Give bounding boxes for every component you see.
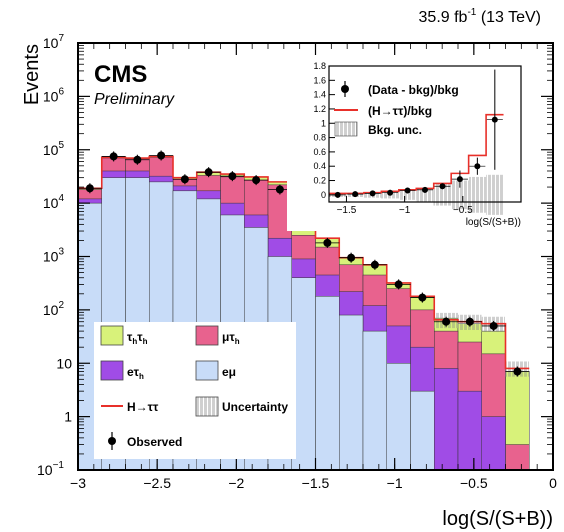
- y-tick-label-8: 107: [43, 33, 65, 51]
- observed-point-6: [228, 172, 236, 180]
- observed-point-5: [205, 168, 213, 176]
- preliminary-label: Preliminary: [94, 91, 175, 108]
- inset-legend-swatch-unc: [335, 122, 357, 136]
- inset-point-1: [352, 191, 358, 197]
- bar-emu-14: [411, 391, 435, 470]
- y-tick-label-5: 104: [43, 193, 65, 211]
- inset-point-3: [387, 190, 393, 196]
- legend-swatch-emu: [196, 361, 218, 380]
- inset-legend-label-sig: (H→ττ)/bkg: [368, 104, 432, 118]
- legend-swatch-uncertainty: [196, 397, 218, 416]
- observed-point-7: [252, 176, 260, 184]
- observed-point-8: [276, 185, 284, 193]
- legend-marker-observed: [108, 437, 116, 445]
- x-tick-label-1: −2.5: [143, 475, 171, 491]
- x-tick-label-4: −1: [387, 475, 403, 491]
- legend-box: [94, 322, 296, 459]
- inset-plot: −1.5 −1 −0.5 0 0.2 0.4 0.6 0.8 1 1.2 1.4 1.6 1.8 log…: [287, 59, 527, 231]
- inset-y-tick-label-6: 1.2: [313, 104, 326, 114]
- bar-emu-10: [316, 296, 340, 470]
- inset-y-tick-label-3: 0.6: [313, 147, 326, 157]
- observed-point-2: [133, 156, 141, 164]
- observed-point-18: [513, 368, 521, 376]
- x-tick-label-2: −2: [228, 475, 244, 491]
- x-tick-label-5: −0.5: [460, 475, 488, 491]
- observed-point-17: [490, 322, 498, 330]
- inset-point-7: [457, 176, 463, 182]
- legend: τhτh μτh eτh eμ H→ττ Uncertainty Observe…: [94, 322, 296, 459]
- inset-legend-label-unc: Bkg. unc.: [368, 123, 422, 137]
- inset-y-tick-label-4: 0.8: [313, 133, 326, 143]
- bar-emu-13: [387, 363, 411, 470]
- cms-label: CMS: [94, 61, 147, 88]
- observed-point-3: [157, 152, 165, 160]
- observed-point-16: [466, 318, 474, 326]
- inset-point-0: [335, 192, 341, 198]
- bar-emu-12: [363, 331, 387, 470]
- y-tick-label-7: 106: [43, 86, 65, 104]
- legend-label-htt: H→ττ: [127, 400, 159, 414]
- inset-point-5: [422, 187, 428, 193]
- y-tick-label-6: 105: [43, 140, 65, 158]
- x-tick-label-6: 0: [549, 475, 557, 491]
- y-tick-label-3: 102: [43, 300, 65, 318]
- bar-etauh-16: [458, 391, 482, 470]
- y-axis-title: Events: [21, 44, 43, 105]
- y-tick-label-4: 103: [43, 247, 65, 265]
- observed-point-10: [323, 239, 331, 247]
- legend-swatch-etauh: [101, 361, 123, 380]
- bar-etauh-15: [434, 368, 458, 470]
- observed-point-12: [371, 261, 379, 269]
- inset-x-tick-label-1: −1: [399, 205, 411, 216]
- bar-etauh-17: [482, 417, 506, 470]
- x-tick-label-3: −1.5: [302, 475, 330, 491]
- observed-point-13: [395, 280, 403, 288]
- legend-swatch-tauhtauh: [101, 326, 123, 345]
- inset-y-tick-label-7: 1.4: [313, 90, 326, 100]
- bar-emu-11: [339, 315, 363, 470]
- inset-y-tick-label-1: 0.2: [313, 176, 326, 186]
- inset-y-tick-label-8: 1.6: [313, 75, 326, 85]
- inset-legend-marker-data: [341, 85, 349, 93]
- observed-point-15: [442, 318, 450, 326]
- lumi-label: 35.9 fb-1 (13 TeV): [419, 7, 541, 26]
- inset-y-tick-label-0: 0: [321, 190, 326, 200]
- y-tick-label-0: 10−1: [37, 460, 64, 478]
- inset-x-axis-title: log(S/(S+B)): [466, 217, 521, 228]
- inset-y-tick-label-5: 1: [321, 118, 326, 128]
- inset-legend-label-data: (Data - bkg)/bkg: [368, 83, 459, 97]
- observed-point-14: [418, 294, 426, 302]
- observed-point-1: [110, 152, 118, 160]
- inset-uncertainty-band-9: [486, 175, 503, 215]
- observed-point-11: [347, 254, 355, 262]
- inset-y-tick-label-9: 1.8: [313, 61, 326, 71]
- legend-swatch-mutauh: [196, 326, 218, 345]
- legend-label-emu: eμ: [222, 365, 236, 379]
- observed-point-4: [181, 175, 189, 183]
- bar-mutauh-18: [506, 445, 530, 470]
- x-tick-label-0: −3: [70, 475, 86, 491]
- inset-x-tick-label-0: −1.5: [337, 205, 357, 216]
- y-tick-label-2: 10: [56, 355, 72, 371]
- legend-label-uncertainty: Uncertainty: [222, 400, 288, 414]
- inset-point-4: [405, 188, 411, 194]
- legend-label-observed: Observed: [127, 435, 182, 449]
- inset-point-6: [439, 183, 445, 189]
- y-tick-label-1: 1: [64, 409, 72, 425]
- inset-point-2: [370, 190, 376, 196]
- inset-x-tick-label-2: −0.5: [453, 205, 473, 216]
- inset-point-8: [474, 163, 480, 169]
- inset-point-9: [492, 117, 498, 123]
- inset-y-tick-label-2: 0.4: [313, 161, 326, 171]
- observed-point-0: [86, 184, 94, 192]
- x-axis-title: log(S/(S+B)): [442, 508, 553, 530]
